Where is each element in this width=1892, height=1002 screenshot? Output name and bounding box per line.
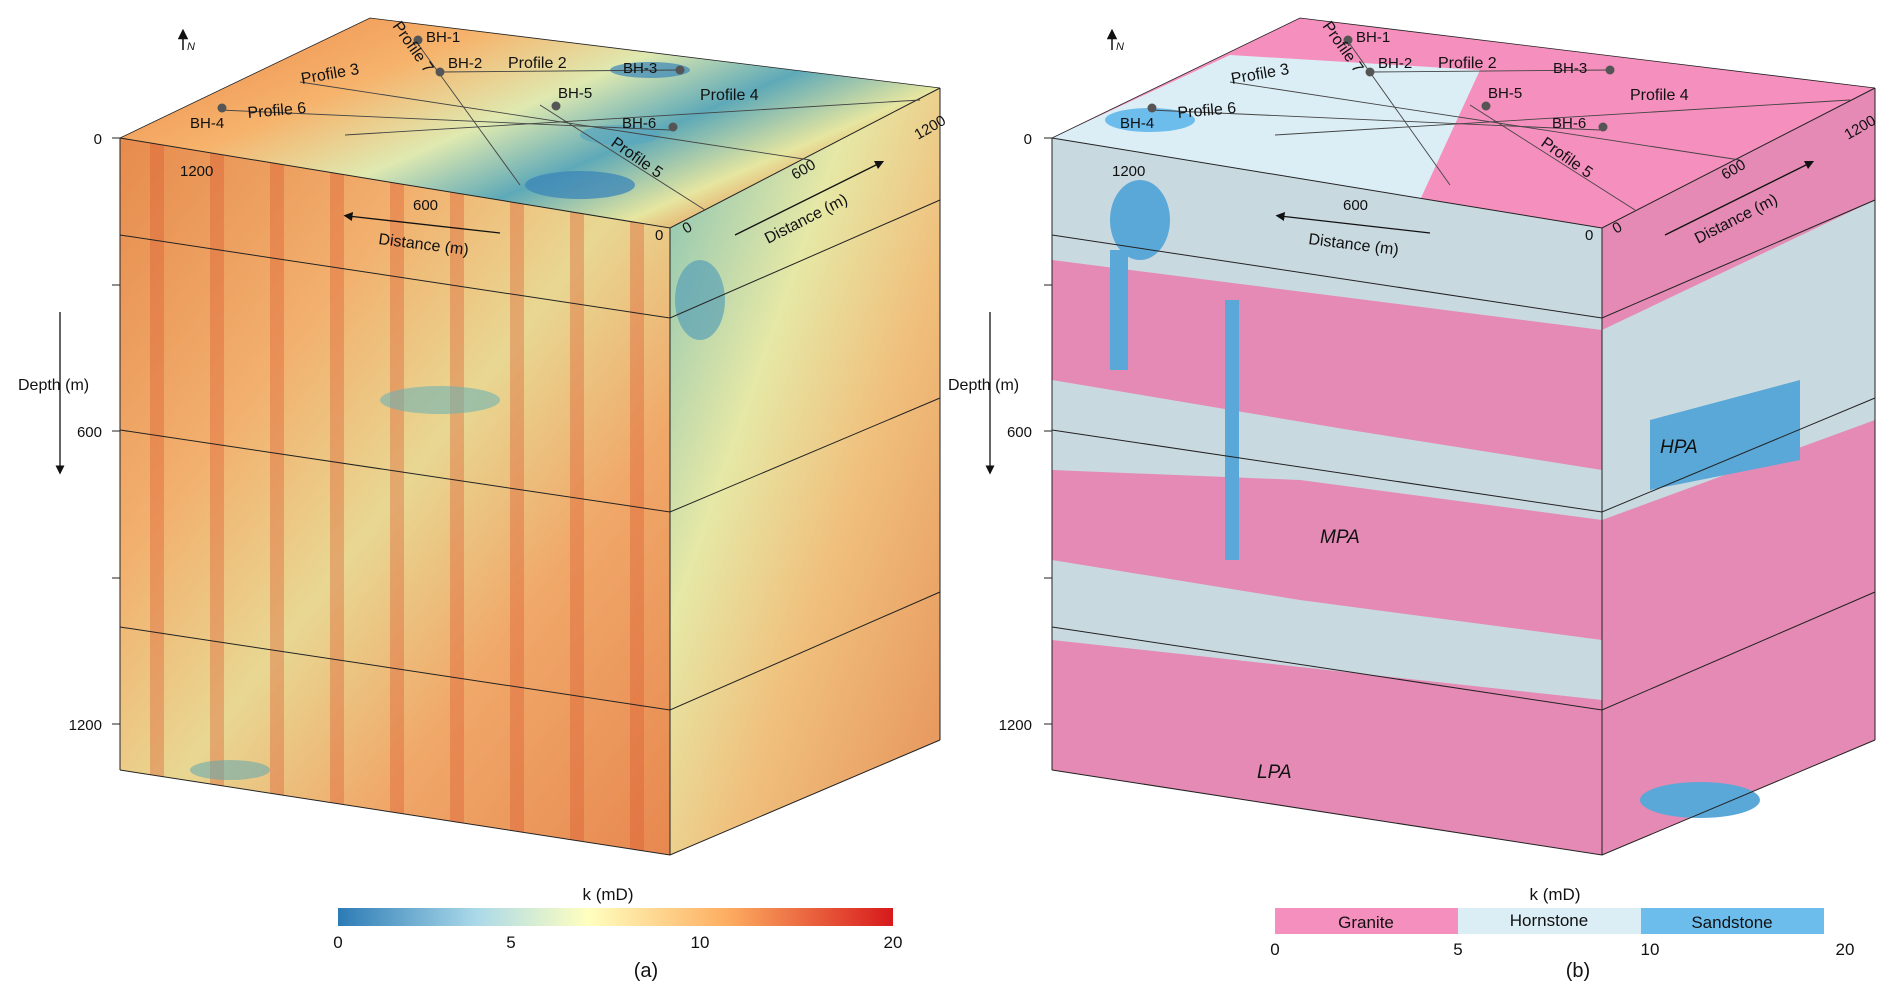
slice-line	[1051, 591, 1876, 711]
profile-label: Profile 2	[508, 55, 567, 72]
tick-label: 1200	[999, 717, 1032, 734]
tick-label: 1200	[180, 163, 213, 180]
zone-label-hpa: HPA	[1660, 437, 1698, 458]
profile-label: Profile 6	[247, 100, 307, 122]
borehole-label: BH-1	[1356, 29, 1390, 46]
profile-label: Profile 6	[1177, 100, 1237, 122]
tick-label: 0	[1024, 131, 1032, 148]
profile-lines	[1149, 39, 1851, 211]
north-arrow: N	[177, 28, 195, 53]
tick-label: 1200	[1112, 163, 1145, 180]
borehole-label: BH-6	[622, 115, 656, 132]
borehole-label: BH-3	[623, 60, 657, 77]
borehole-label: BH-1	[426, 29, 460, 46]
tick-label: 5	[506, 933, 515, 952]
class-legend: k (mD) Granite Hornstone Sandstone 0 5 1…	[1270, 885, 1854, 959]
borehole-label: BH-3	[1553, 60, 1587, 77]
tick-label: 0	[1585, 227, 1593, 244]
cube-top-face	[120, 18, 940, 228]
profile-label: Profile 2	[1438, 55, 1497, 72]
panel-a: N	[18, 17, 949, 982]
slice-line	[119, 199, 941, 319]
tick-label: 0	[655, 227, 663, 244]
borehole-label: BH-5	[1488, 85, 1522, 102]
zone-label-mpa: MPA	[1320, 527, 1360, 548]
borehole-label: BH-2	[448, 55, 482, 72]
panel-caption: (b)	[1566, 960, 1590, 982]
profile-label: Profile 4	[1630, 87, 1689, 104]
tick-label: 10	[691, 933, 710, 952]
tick-label: 20	[884, 933, 903, 952]
tick-label: 20	[1836, 940, 1855, 959]
borehole-label: BH-2	[1378, 55, 1412, 72]
cube-side-face	[670, 88, 940, 855]
legend-class-sandstone: Sandstone	[1691, 913, 1772, 932]
borehole-label: BH-4	[1120, 115, 1154, 132]
legend-class-granite: Granite	[1338, 913, 1394, 932]
slice-line	[119, 591, 941, 711]
north-label: N	[187, 41, 195, 53]
panel-b: N	[948, 17, 1879, 982]
axis-label: Depth (m)	[18, 377, 89, 394]
north-arrow: N	[1106, 28, 1124, 53]
borehole-label: BH-5	[558, 85, 592, 102]
tick-label: 600	[77, 424, 102, 441]
panel-caption: (a)	[634, 960, 658, 982]
tick-label: 1200	[69, 717, 102, 734]
borehole-label: BH-4	[190, 115, 224, 132]
slice-line	[1051, 397, 1876, 513]
north-label: N	[1116, 41, 1124, 53]
tick-label: 0	[333, 933, 342, 952]
profile-lines	[219, 39, 921, 211]
tick-label: 10	[1641, 940, 1660, 959]
boreholes: BH-1 BH-2 BH-3 BH-4 BH-5 BH-6	[190, 29, 685, 132]
legend-title: k (mD)	[1530, 885, 1581, 904]
borehole-label: BH-6	[1552, 115, 1586, 132]
colorbar: k (mD) 0 5 10 20	[333, 885, 902, 952]
depth-axis: 0 600 1200 Depth (m)	[948, 131, 1052, 734]
tick-label: 600	[413, 197, 438, 214]
tick-label: 600	[1007, 424, 1032, 441]
colorbar-title: k (mD)	[583, 885, 634, 904]
legend-class-hornstone: Hornstone	[1510, 911, 1588, 930]
slice-line	[1051, 199, 1876, 319]
tick-label: 0	[1270, 940, 1279, 959]
profile-label: Profile 4	[700, 87, 759, 104]
slice-line	[119, 397, 941, 513]
axis-label: Depth (m)	[948, 377, 1019, 394]
zone-label-lpa: LPA	[1257, 762, 1292, 783]
tick-label: 600	[1343, 197, 1368, 214]
tick-label: 0	[94, 131, 102, 148]
boreholes: BH-1 BH-2 BH-3 BH-4 BH-5 BH-6	[1120, 29, 1615, 132]
depth-axis: 0 600 1200 Depth (m)	[18, 131, 120, 734]
tick-label: 5	[1453, 940, 1462, 959]
